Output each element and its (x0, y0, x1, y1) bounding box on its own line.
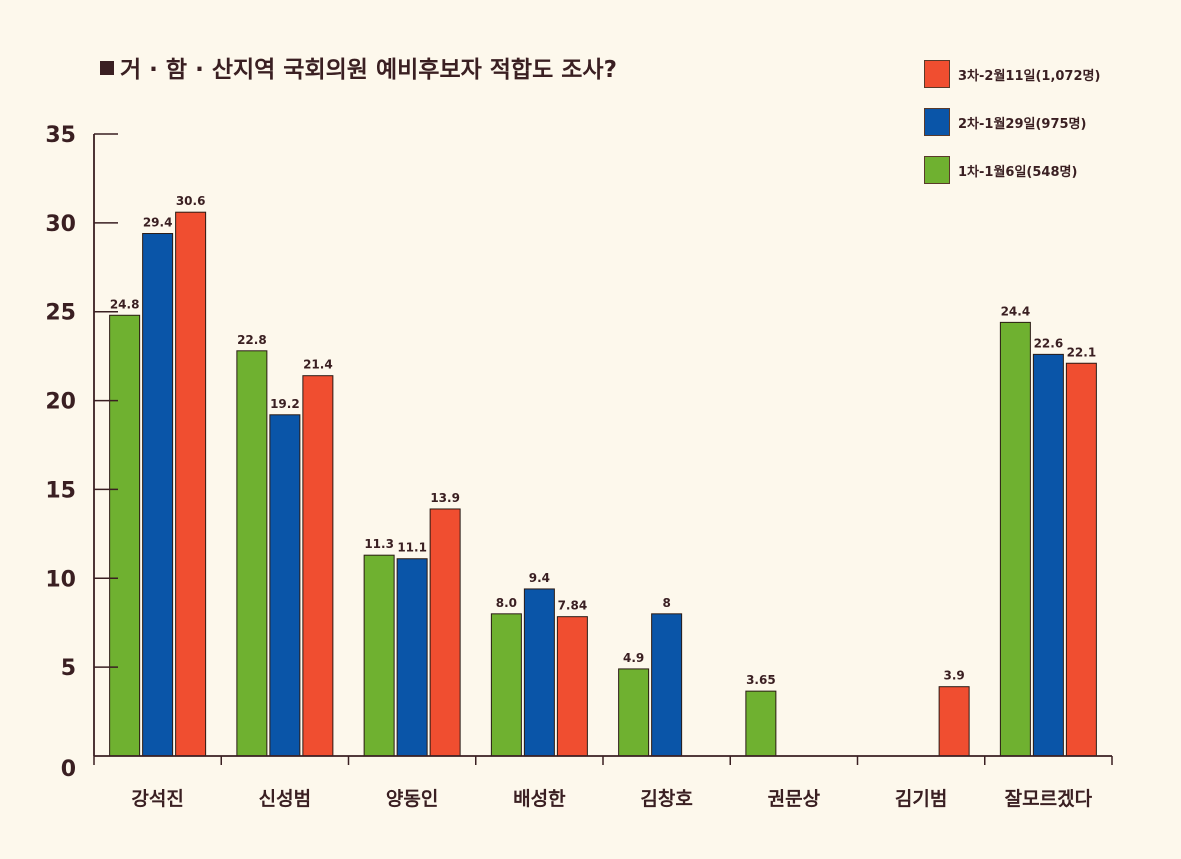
data-label: 9.4 (529, 571, 550, 585)
data-label: 7.84 (558, 599, 588, 613)
data-label: 8.0 (496, 596, 517, 610)
data-label: 30.6 (176, 194, 206, 208)
bar (618, 668, 650, 757)
legend-swatch-series2 (924, 108, 950, 136)
data-label: 29.4 (143, 216, 173, 230)
bar (109, 314, 141, 757)
y-tick-label: 25 (45, 301, 76, 326)
data-label: 11.3 (364, 537, 394, 551)
bar (999, 321, 1031, 757)
data-label: 22.6 (1034, 336, 1064, 350)
data-label: 8 (662, 596, 670, 610)
chart-title-text: 거 · 함 · 산지역 국회의원 예비후보자 적합도 조사? (120, 57, 617, 83)
y-tick-label: 35 (45, 123, 76, 148)
x-tick-label: 잘모르겠다 (1005, 788, 1093, 810)
data-label: 22.8 (237, 333, 267, 347)
bar (396, 558, 428, 757)
bar (490, 613, 522, 757)
x-tick-label: 김기범 (895, 788, 947, 810)
bar (175, 211, 207, 757)
bar (556, 616, 588, 757)
x-tick-label: 신성범 (259, 788, 311, 810)
legend-item-series2: 2차-1월29일(975명) (924, 108, 1100, 136)
legend-swatch-series1 (924, 156, 950, 184)
y-tick-label: 30 (45, 212, 76, 237)
data-label: 24.8 (110, 297, 140, 311)
data-label: 19.2 (270, 397, 300, 411)
legend-item-series3: 3차-2월11일(1,072명) (924, 60, 1100, 88)
y-tick-label: 20 (45, 390, 76, 415)
data-label: 24.4 (1001, 304, 1031, 318)
y-tick-label: 5 (61, 656, 76, 681)
data-label: 4.9 (623, 651, 644, 665)
bar (1032, 353, 1064, 757)
x-tick-label: 양동인 (386, 788, 438, 810)
data-label: 22.1 (1067, 345, 1097, 359)
x-tick-label: 권문상 (768, 788, 821, 810)
bar (1065, 362, 1097, 757)
bar (745, 690, 777, 757)
legend-label-series1: 1차-1월6일(548명) (958, 164, 1078, 180)
x-tick-label: 강석진 (131, 788, 183, 810)
y-tick-label: 15 (45, 478, 76, 503)
bar (269, 414, 301, 757)
bar (302, 375, 334, 757)
legend-swatch-series3 (924, 60, 950, 88)
x-tick-label: 김창호 (640, 788, 692, 810)
legend-item-series1: 1차-1월6일(548명) (924, 156, 1100, 184)
bar (523, 588, 555, 757)
bar (236, 350, 268, 757)
y-tick-label: 10 (45, 567, 76, 592)
y-tick-label: 0 (61, 757, 76, 782)
data-label: 21.4 (303, 358, 333, 372)
bar (363, 554, 395, 757)
legend-label-series3: 3차-2월11일(1,072명) (958, 68, 1101, 84)
x-tick-label: 배성한 (513, 788, 566, 810)
data-label: 11.1 (397, 541, 427, 555)
data-label: 3.9 (943, 669, 964, 683)
title-square-icon (100, 61, 114, 75)
bar (651, 613, 683, 757)
bar (429, 508, 461, 757)
legend: 3차-2월11일(1,072명) 2차-1월29일(975명) 1차-1월6일(… (924, 60, 1100, 204)
bar (142, 233, 174, 757)
data-label: 3.65 (746, 673, 776, 687)
data-label: 13.9 (430, 491, 460, 505)
bar (938, 686, 970, 757)
chart-title: 거 · 함 · 산지역 국회의원 예비후보자 적합도 조사? (100, 50, 617, 84)
legend-label-series2: 2차-1월29일(975명) (958, 116, 1087, 132)
